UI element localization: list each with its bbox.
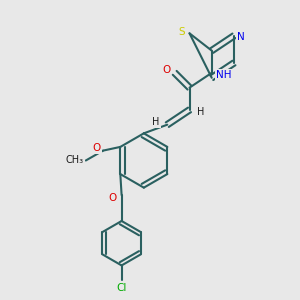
Text: H: H [197,107,204,117]
Text: N: N [238,32,245,42]
Text: S: S [179,27,185,37]
Text: NH: NH [216,70,232,80]
Text: O: O [162,65,170,75]
Text: O: O [109,193,117,202]
Text: CH₃: CH₃ [66,155,84,166]
Text: Cl: Cl [116,283,127,293]
Text: O: O [93,143,101,153]
Text: H: H [152,117,160,127]
